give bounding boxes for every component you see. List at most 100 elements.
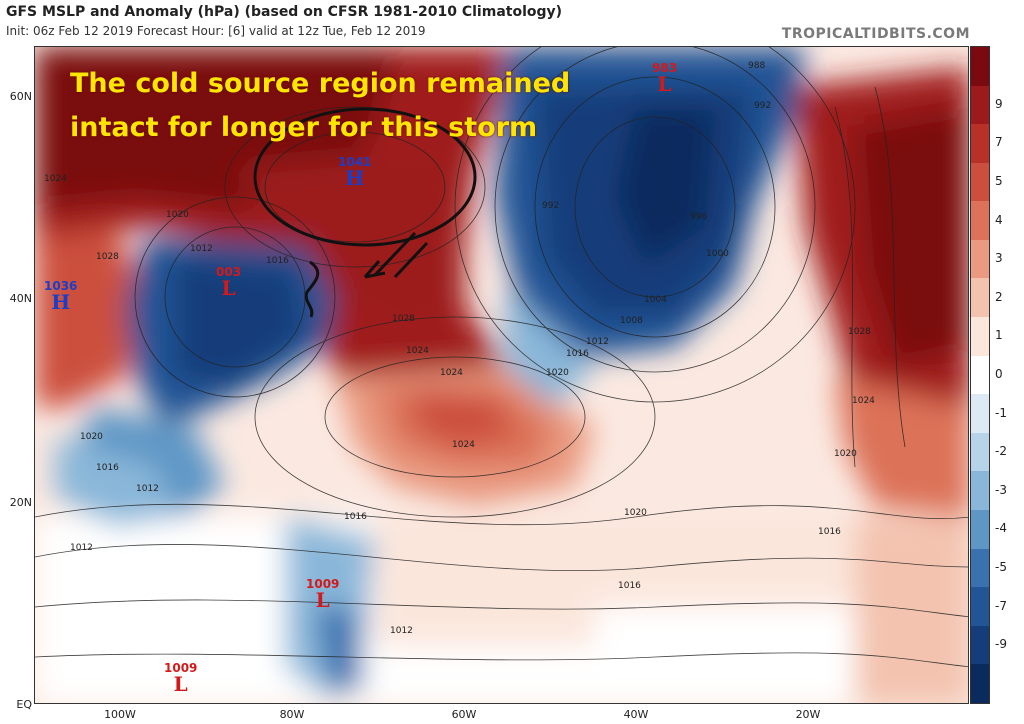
low-pressure-value: 1009	[164, 661, 198, 675]
isobar-label: 1024	[44, 174, 67, 184]
isobar-label: 988	[748, 61, 766, 71]
isobar-label: 1016	[344, 512, 367, 522]
colorbar-swatch	[971, 162, 989, 202]
colorbar-swatch	[971, 85, 989, 125]
isobar-label: 1016	[566, 349, 589, 359]
brand-label: TROPICALTIDBITS.COM	[781, 26, 970, 42]
isobar-label: 1012	[136, 484, 159, 494]
colorbar-label: -7	[995, 598, 1007, 613]
high-pressure-center: 1036 H	[44, 280, 77, 312]
longitude-label: 20W	[795, 708, 821, 721]
low-pressure-value: 003	[216, 265, 242, 279]
colorbar-label: 0	[995, 367, 1003, 381]
colorbar-label: -3	[995, 482, 1007, 497]
isobar-label: 1028	[392, 314, 415, 324]
high-pressure-center: 1041 H	[338, 156, 371, 188]
isobar-label: 992	[754, 101, 772, 111]
isobar-label: 1024	[440, 368, 463, 378]
low-pressure-symbol: L	[221, 276, 236, 300]
map-title: GFS MSLP and Anomaly (hPa) (based on CFS…	[6, 4, 563, 20]
isobar-label: 1020	[624, 508, 647, 518]
isobar-label: 1016	[818, 527, 841, 537]
colorbar-swatch	[971, 394, 989, 433]
colorbar-swatch	[971, 124, 989, 163]
low-pressure-symbol: L	[315, 588, 330, 612]
isobar-label: 992	[542, 201, 560, 211]
colorbar-swatch	[971, 587, 989, 626]
colorbar-label: -5	[995, 559, 1007, 574]
colorbar-label: -1	[995, 405, 1007, 420]
isobar-label: 1012	[190, 244, 213, 254]
colorbar-swatch	[971, 317, 989, 356]
isobar-label: 1024	[406, 346, 429, 356]
low-pressure-center: 1009 L	[306, 578, 339, 610]
annotation-text: The cold source region remained intact f…	[70, 62, 570, 150]
colorbar-swatch	[971, 239, 989, 279]
colorbar-swatch	[971, 509, 989, 549]
isobar-label: 1024	[852, 396, 875, 406]
colorbar-label: -4	[995, 521, 1007, 536]
header: GFS MSLP and Anomaly (hPa) (based on CFS…	[6, 4, 1024, 44]
low-pressure-center: 1009 L	[164, 662, 197, 694]
low-pressure-value: 983	[652, 61, 678, 75]
colorbar-swatch	[971, 278, 989, 318]
low-pressure-symbol: L	[173, 672, 188, 696]
low-pressure-center: 983 L	[652, 62, 677, 94]
longitude-label: 80W	[279, 708, 305, 721]
colorbar-label: 5	[995, 174, 1003, 189]
isobar-label: 1012	[70, 543, 93, 553]
colorbar-swatch	[971, 432, 989, 472]
low-pressure-center: 003 L	[216, 266, 241, 298]
colorbar-swatch	[971, 47, 989, 86]
map-panel	[34, 46, 969, 704]
colorbar-label: 3	[995, 251, 1003, 266]
latitude-label: EQ	[16, 698, 32, 711]
longitude-label: 100W	[104, 708, 136, 721]
colorbar-label: 1	[995, 328, 1003, 343]
longitude-label: 60W	[451, 708, 477, 721]
colorbar-swatch	[971, 355, 989, 395]
isobar-label: 1020	[80, 432, 103, 442]
colorbar-label: 2	[995, 289, 1003, 304]
high-pressure-value: 1036	[44, 279, 78, 293]
isobar-label: 1020	[834, 449, 857, 459]
isobar-label: 1016	[96, 463, 119, 473]
high-pressure-symbol: H	[51, 290, 71, 314]
colorbar-swatch	[971, 625, 989, 665]
colorbar-swatch	[971, 201, 989, 240]
colorbar-label: -9	[995, 637, 1007, 652]
isobar-label: 1020	[166, 210, 189, 220]
isobar-label: 1000	[706, 249, 729, 259]
isobar-label: 1012	[586, 337, 609, 347]
colorbar-swatch	[971, 471, 989, 510]
longitude-label: 40W	[623, 708, 649, 721]
latitude-label: 20N	[9, 496, 32, 509]
isobar-label: 1004	[644, 295, 667, 305]
isobar-label: 1012	[390, 626, 413, 636]
isobar-label: 1016	[618, 581, 641, 591]
colorbar	[970, 46, 990, 704]
latitude-label: 60N	[9, 90, 32, 103]
isobar-label: 1024	[452, 440, 475, 450]
colorbar-label: 4	[995, 212, 1003, 227]
isobar-label: 1028	[848, 327, 871, 337]
isobar-label: 1020	[546, 368, 569, 378]
colorbar-swatch	[971, 548, 989, 588]
latitude-label: 40N	[9, 292, 32, 305]
low-pressure-symbol: L	[657, 72, 672, 96]
high-pressure-value: 1041	[338, 155, 372, 169]
isobar-label: 1028	[96, 252, 119, 262]
anomaly-field	[35, 47, 968, 703]
isobar-label: 1008	[620, 316, 643, 326]
low-pressure-value: 1009	[306, 577, 340, 591]
map-subtitle: Init: 06z Feb 12 2019 Forecast Hour: [6]…	[6, 24, 426, 38]
isobar-label: 1016	[266, 256, 289, 266]
isobar-label: 996	[690, 212, 708, 222]
colorbar-swatch	[971, 664, 989, 703]
colorbar-label: 9	[995, 96, 1003, 111]
colorbar-label: -2	[995, 444, 1007, 459]
annotation-line-1: The cold source region remained	[70, 68, 571, 99]
high-pressure-symbol: H	[345, 166, 365, 190]
annotation-line-2: intact for longer for this storm	[70, 112, 538, 143]
colorbar-label: 7	[995, 135, 1003, 150]
